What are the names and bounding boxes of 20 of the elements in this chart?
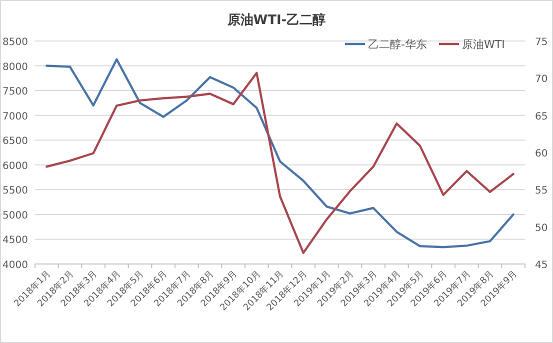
y-tick-label: 7500 (2, 86, 28, 98)
y-tick-label: 6000 (2, 160, 28, 172)
y-tick-label: 7000 (2, 111, 28, 122)
y2-tick-label: 65 (535, 111, 548, 122)
y-tick-label: 8500 (2, 37, 28, 48)
chart-title: 原油WTI-乙二醇 (226, 12, 326, 28)
legend-label: 原油WTI (462, 38, 505, 51)
y-tick-label: 6500 (2, 136, 28, 148)
y-tick-label: 4000 (2, 260, 28, 271)
y2-tick-label: 45 (535, 260, 548, 271)
y2-tick-label: 55 (535, 186, 548, 197)
y2-tick-label: 70 (535, 74, 548, 86)
y-tick-label: 8000 (2, 62, 28, 73)
y-tick-label: 4500 (2, 235, 28, 246)
legend-label: 乙二醇-华东 (368, 38, 427, 51)
y2-tick-label: 50 (535, 222, 548, 234)
y-tick-label: 5500 (2, 186, 28, 197)
y-tick-label: 5000 (2, 210, 28, 222)
y2-tick-label: 60 (535, 148, 548, 160)
y2-tick-label: 75 (535, 37, 548, 48)
